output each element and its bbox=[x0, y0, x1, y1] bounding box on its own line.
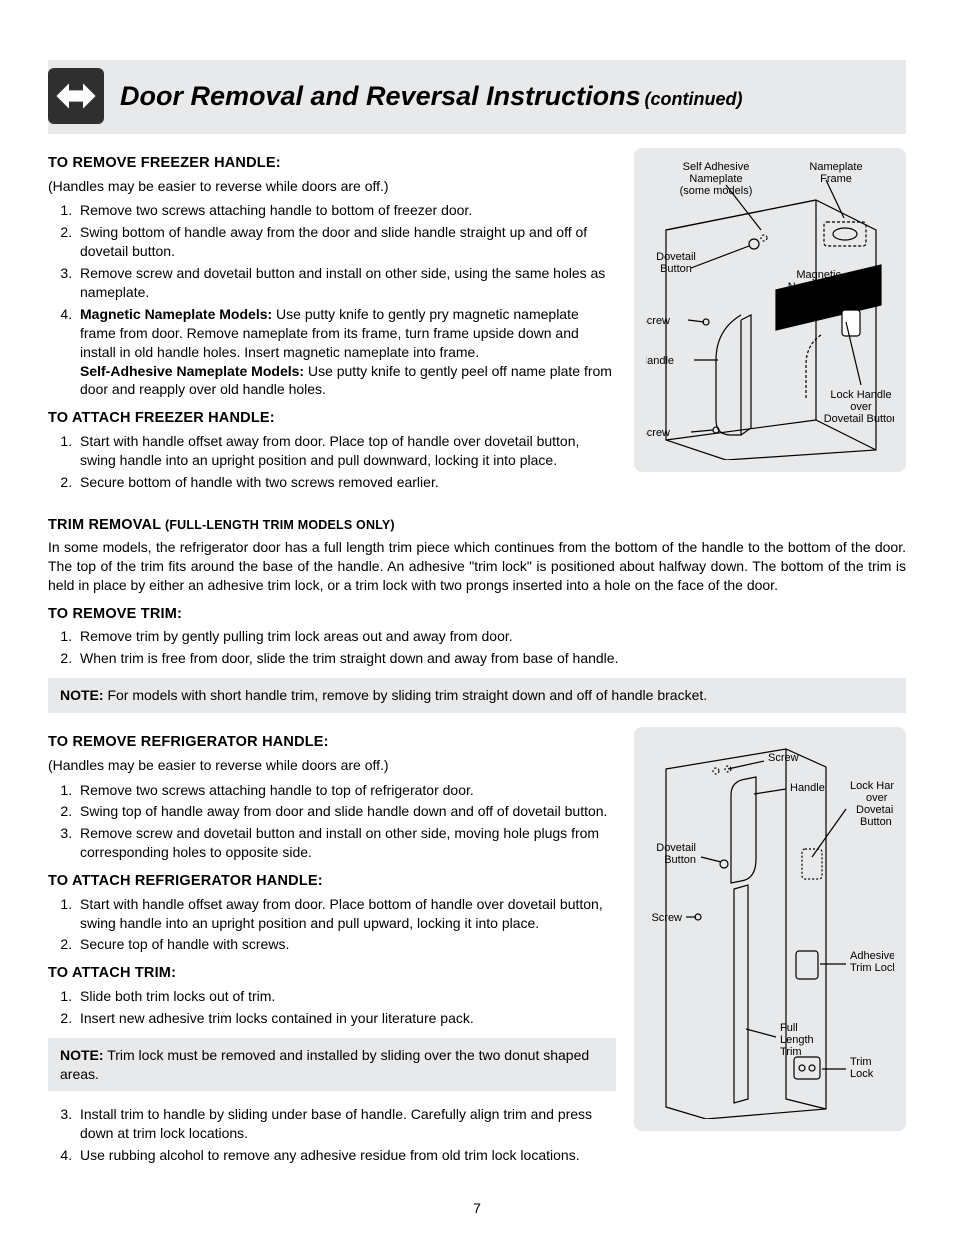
magnetic-models-label: Magnetic Nameplate Models: bbox=[80, 306, 272, 322]
svg-text:Nameplate: Nameplate bbox=[689, 173, 742, 185]
list-item: Slide both trim locks out of trim. bbox=[76, 987, 616, 1006]
fridge-section-row: TO REMOVE REFRIGERATOR HANDLE: (Handles … bbox=[48, 727, 906, 1175]
heading-remove-fridge: TO REMOVE REFRIGERATOR HANDLE: bbox=[48, 733, 616, 753]
note-label: NOTE: bbox=[60, 1047, 104, 1063]
remove-trim-list: Remove trim by gently pulling trim lock … bbox=[48, 627, 906, 668]
freezer-diagram: Self Adhesive Nameplate (some models) Na… bbox=[634, 148, 906, 472]
title-bar: Door Removal and Reversal Instructions (… bbox=[48, 60, 906, 134]
remove-freezer-list: Remove two screws attaching handle to bo… bbox=[48, 201, 616, 399]
heading-attach-trim: TO ATTACH TRIM: bbox=[48, 964, 616, 984]
attach-trim-list-b: Install trim to handle by sliding under … bbox=[48, 1105, 616, 1165]
list-item: Magnetic Nameplate Models: Use putty kni… bbox=[76, 305, 616, 399]
label-nameplate-frame: Nameplate bbox=[809, 161, 862, 173]
svg-text:Trim Lock: Trim Lock bbox=[850, 962, 894, 974]
svg-text:Dovetail Button: Dovetail Button bbox=[824, 413, 894, 425]
list-item: When trim is free from door, slide the t… bbox=[76, 649, 906, 668]
list-item: Start with handle offset away from door.… bbox=[76, 432, 616, 470]
label-dovetail-button: Dovetail bbox=[656, 251, 696, 263]
heading-trim-removal: TRIM REMOVAL (FULL-LENGTH TRIM MODELS ON… bbox=[48, 516, 906, 536]
note-text: Trim lock must be removed and installed … bbox=[60, 1047, 589, 1082]
arrows-icon bbox=[48, 68, 104, 124]
trim-removal-label: TRIM REMOVAL bbox=[48, 517, 161, 533]
list-item: Secure bottom of handle with two screws … bbox=[76, 473, 616, 492]
note-label: NOTE: bbox=[60, 687, 104, 703]
attach-trim-list-a: Slide both trim locks out of trim. Inser… bbox=[48, 987, 616, 1028]
note-trim-lock: NOTE: Trim lock must be removed and inst… bbox=[48, 1038, 616, 1092]
note-text: For models with short handle trim, remov… bbox=[104, 687, 708, 703]
fridge-diagram: Screw Handle Lock Handle over Dovetail B… bbox=[634, 727, 906, 1131]
list-item: Remove two screws attaching handle to to… bbox=[76, 781, 616, 800]
list-item: Insert new adhesive trim locks contained… bbox=[76, 1009, 616, 1028]
label-self-adhesive: Self Adhesive bbox=[683, 161, 750, 173]
svg-text:Frame: Frame bbox=[820, 173, 852, 185]
label-magnetic-nameplate: Magnetic bbox=[796, 269, 841, 281]
svg-text:(some models): (some models) bbox=[680, 185, 753, 197]
label-trim-lock: Trim bbox=[850, 1056, 872, 1068]
label-lock-handle: Lock Handle bbox=[830, 389, 891, 401]
remove-fridge-paren: (Handles may be easier to reverse while … bbox=[48, 756, 616, 775]
list-item: Remove screw and dovetail button and ins… bbox=[76, 824, 616, 862]
fridge-text-column: TO REMOVE REFRIGERATOR HANDLE: (Handles … bbox=[48, 727, 616, 1175]
label-full-length-trim: Full bbox=[780, 1022, 798, 1034]
label-handle: Handle bbox=[790, 782, 825, 794]
heading-remove-trim: TO REMOVE TRIM: bbox=[48, 605, 906, 625]
label-screw-mid: Screw bbox=[651, 912, 682, 924]
svg-text:Button: Button bbox=[660, 263, 692, 275]
adhesive-models-label: Self-Adhesive Nameplate Models: bbox=[80, 363, 304, 379]
svg-text:over: over bbox=[850, 401, 872, 413]
attach-fridge-list: Start with handle offset away from door.… bbox=[48, 895, 616, 955]
svg-text:Trim: Trim bbox=[780, 1046, 802, 1058]
freezer-diagram-svg: Self Adhesive Nameplate (some models) Na… bbox=[646, 160, 894, 460]
svg-text:Dovetail: Dovetail bbox=[856, 804, 894, 816]
remove-fridge-list: Remove two screws attaching handle to to… bbox=[48, 781, 616, 863]
svg-text:Length: Length bbox=[780, 1034, 814, 1046]
label-screw-bot: Screw bbox=[646, 427, 670, 439]
label-handle: Handle bbox=[646, 355, 674, 367]
trim-removal-sub: (FULL-LENGTH TRIM MODELS ONLY) bbox=[161, 518, 395, 532]
label-screw: Screw bbox=[768, 752, 799, 764]
note-short-trim: NOTE: For models with short handle trim,… bbox=[48, 678, 906, 713]
fridge-diagram-svg: Screw Handle Lock Handle over Dovetail B… bbox=[646, 739, 894, 1119]
remove-freezer-paren: (Handles may be easier to reverse while … bbox=[48, 177, 616, 196]
list-item: Remove trim by gently pulling trim lock … bbox=[76, 627, 906, 646]
label-screw-top: Screw bbox=[646, 315, 670, 327]
freezer-section-row: TO REMOVE FREEZER HANDLE: (Handles may b… bbox=[48, 148, 906, 502]
svg-text:over: over bbox=[866, 792, 888, 804]
freezer-text-column: TO REMOVE FREEZER HANDLE: (Handles may b… bbox=[48, 148, 616, 502]
trim-removal-para: In some models, the refrigerator door ha… bbox=[48, 538, 906, 595]
page-title: Door Removal and Reversal Instructions (… bbox=[120, 78, 743, 114]
svg-text:Nameplate: Nameplate bbox=[788, 281, 841, 293]
page-number: 7 bbox=[48, 1199, 906, 1218]
svg-text:Button: Button bbox=[664, 854, 696, 866]
list-item: Remove screw and dovetail button and ins… bbox=[76, 264, 616, 302]
title-main: Door Removal and Reversal Instructions bbox=[120, 81, 641, 111]
label-adhesive-trim-lock: Adhesive bbox=[850, 950, 894, 962]
attach-freezer-list: Start with handle offset away from door.… bbox=[48, 432, 616, 492]
list-item: Remove two screws attaching handle to bo… bbox=[76, 201, 616, 220]
heading-attach-fridge: TO ATTACH REFRIGERATOR HANDLE: bbox=[48, 872, 616, 892]
title-continued: (continued) bbox=[645, 89, 743, 109]
label-lock-handle: Lock Handle bbox=[850, 780, 894, 792]
list-item: Swing bottom of handle away from the doo… bbox=[76, 223, 616, 261]
list-item: Install trim to handle by sliding under … bbox=[76, 1105, 616, 1143]
svg-text:Button: Button bbox=[860, 816, 892, 828]
list-item: Swing top of handle away from door and s… bbox=[76, 802, 616, 821]
list-item: Secure top of handle with screws. bbox=[76, 935, 616, 954]
heading-remove-freezer: TO REMOVE FREEZER HANDLE: bbox=[48, 154, 616, 174]
heading-attach-freezer: TO ATTACH FREEZER HANDLE: bbox=[48, 409, 616, 429]
svg-text:Lock: Lock bbox=[850, 1068, 874, 1080]
list-item: Start with handle offset away from door.… bbox=[76, 895, 616, 933]
list-item: Use rubbing alcohol to remove any adhesi… bbox=[76, 1146, 616, 1165]
label-dovetail: Dovetail bbox=[656, 842, 696, 854]
